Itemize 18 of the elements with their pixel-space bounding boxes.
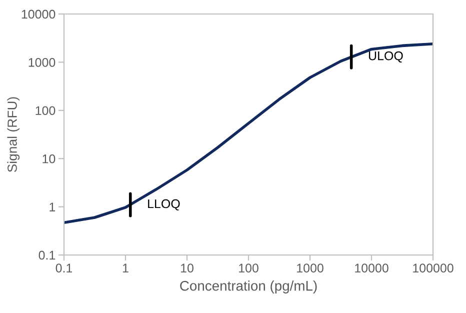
- y-tick-label: 1: [50, 202, 56, 212]
- x-tick-label: 10000: [355, 264, 388, 273]
- y-tick-label: 0.1: [38, 250, 56, 260]
- x-axis-title: Concentration (pg/mL): [180, 280, 317, 294]
- y-tick-label: 1000: [28, 58, 56, 67]
- x-tick-label: 0.1: [56, 264, 72, 273]
- x-tick-label: 100000: [413, 264, 454, 273]
- y-tick-label: 10: [42, 154, 56, 164]
- annotation: LLOQ: [148, 199, 180, 210]
- x-tick-label: 1000: [297, 264, 324, 273]
- line-series: [64, 42, 433, 224]
- x-tick-label: 100: [239, 264, 258, 273]
- x-tick-label: 1: [122, 264, 128, 272]
- y-tick-label: 100: [36, 106, 56, 116]
- annotation: ULOQ: [368, 51, 403, 62]
- y-tick-label: 10000: [22, 10, 56, 19]
- y-axis-title: Signal (RFU): [7, 97, 20, 172]
- x-tick-label: 10: [181, 264, 194, 273]
